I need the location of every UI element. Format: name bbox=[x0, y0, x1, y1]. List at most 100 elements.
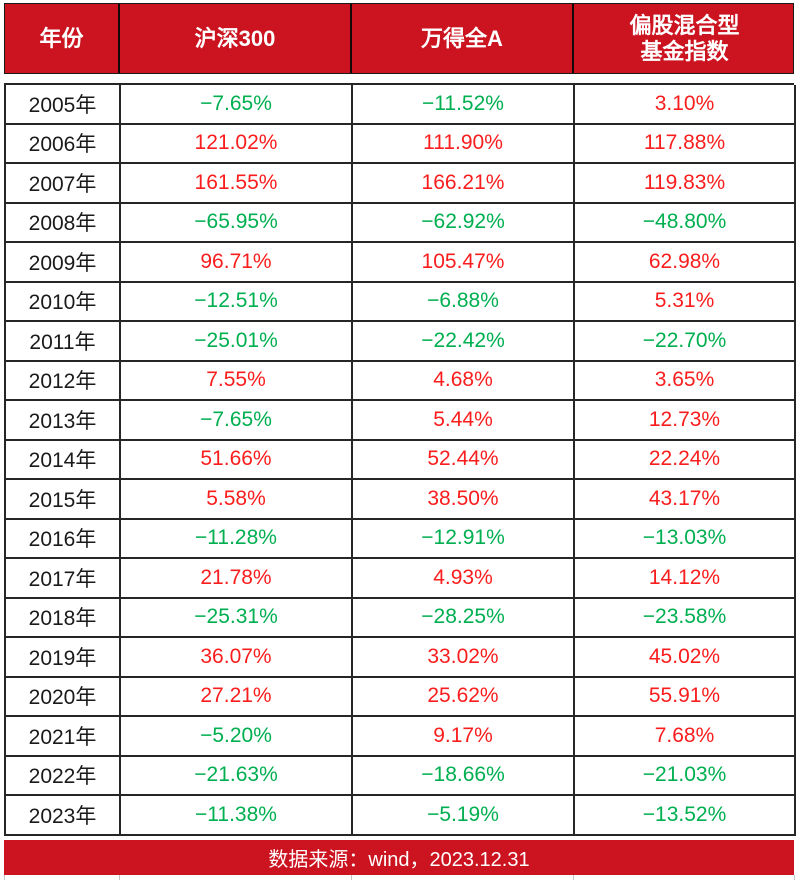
value-cell: 27.21% bbox=[121, 677, 353, 717]
remnant-cell bbox=[352, 874, 574, 880]
header-cell-fund-index: 偏股混合型 基金指数 bbox=[629, 12, 740, 64]
value-cell: 14.12% bbox=[575, 559, 796, 599]
value-cell: −5.20% bbox=[121, 717, 353, 757]
remnant-cell bbox=[120, 874, 352, 880]
value-cell: 166.21% bbox=[353, 164, 575, 204]
value-cell: −65.95% bbox=[121, 203, 353, 243]
table-row: 2008年 −65.95% −62.92% −48.80% bbox=[6, 203, 796, 243]
value-cell: 5.31% bbox=[575, 282, 796, 322]
table-row: 2011年 −25.01% −22.42% −22.70% bbox=[6, 322, 796, 362]
value-cell: −7.65% bbox=[121, 85, 353, 125]
value-cell: 36.07% bbox=[121, 638, 353, 678]
year-cell: 2021年 bbox=[6, 717, 121, 757]
value-cell: 117.88% bbox=[575, 124, 796, 164]
source-text: 数据来源：wind，2023.12.31 bbox=[268, 848, 530, 871]
table-row: 2007年 161.55% 166.21% 119.83% bbox=[6, 164, 796, 204]
value-cell: −11.52% bbox=[353, 85, 575, 125]
value-cell: 9.17% bbox=[353, 717, 575, 757]
table-header: 年份 沪深300 万得全A 偏股混合型 基金指数 bbox=[4, 3, 794, 74]
value-cell: −21.03% bbox=[575, 756, 796, 796]
value-cell: −11.38% bbox=[121, 796, 353, 836]
year-cell: 2007年 bbox=[6, 164, 121, 204]
value-cell: 51.66% bbox=[121, 440, 353, 480]
value-cell: −11.28% bbox=[121, 519, 353, 559]
year-cell: 2023年 bbox=[6, 796, 121, 836]
value-cell: 105.47% bbox=[353, 243, 575, 283]
table-row: 2023年 −11.38% −5.19% −13.52% bbox=[6, 796, 796, 836]
value-cell: −12.91% bbox=[353, 519, 575, 559]
returns-table: 年份 沪深300 万得全A 偏股混合型 基金指数 2005年 −7.65% −11.… bbox=[4, 3, 796, 880]
value-cell: 21.78% bbox=[121, 559, 353, 599]
value-cell: 62.98% bbox=[575, 243, 796, 283]
value-cell: 25.62% bbox=[353, 677, 575, 717]
table-row: 2013年 −7.65% 5.44% 12.73% bbox=[6, 401, 796, 441]
source-footer: 数据来源：wind，2023.12.31 bbox=[4, 839, 794, 875]
table-row: 2017年 21.78% 4.93% 14.12% bbox=[6, 559, 796, 599]
year-cell: 2017年 bbox=[6, 559, 121, 599]
year-cell: 2013年 bbox=[6, 401, 121, 441]
value-cell: −18.66% bbox=[353, 756, 575, 796]
value-cell: −13.52% bbox=[575, 796, 796, 836]
value-cell: −22.42% bbox=[353, 322, 575, 362]
value-cell: 5.44% bbox=[353, 401, 575, 441]
value-cell: −25.01% bbox=[121, 322, 353, 362]
header-cell-hs300: 沪深300 bbox=[120, 4, 352, 73]
year-cell: 2010年 bbox=[6, 282, 121, 322]
value-cell: 4.93% bbox=[353, 559, 575, 599]
table-row: 2021年 −5.20% 9.17% 7.68% bbox=[6, 717, 796, 757]
value-cell: 12.73% bbox=[575, 401, 796, 441]
value-cell: 45.02% bbox=[575, 638, 796, 678]
header-cell-year: 年份 bbox=[5, 4, 120, 73]
value-cell: −22.70% bbox=[575, 322, 796, 362]
value-cell: 22.24% bbox=[575, 440, 796, 480]
year-cell: 2006年 bbox=[6, 124, 121, 164]
remnant-cell bbox=[574, 874, 795, 880]
value-cell: 119.83% bbox=[575, 164, 796, 204]
table-row: 2014年 51.66% 52.44% 22.24% bbox=[6, 440, 796, 480]
value-cell: 55.91% bbox=[575, 677, 796, 717]
value-cell: −28.25% bbox=[353, 598, 575, 638]
year-cell: 2019年 bbox=[6, 638, 121, 678]
value-cell: 7.68% bbox=[575, 717, 796, 757]
table-row: 2019年 36.07% 33.02% 45.02% bbox=[6, 638, 796, 678]
value-cell: −12.51% bbox=[121, 282, 353, 322]
value-cell: −62.92% bbox=[353, 203, 575, 243]
year-cell: 2011年 bbox=[6, 322, 121, 362]
header-cell-wind-all-a: 万得全A bbox=[352, 4, 574, 73]
year-cell: 2022年 bbox=[6, 756, 121, 796]
table-row: 2020年 27.21% 25.62% 55.91% bbox=[6, 677, 796, 717]
year-cell: 2014年 bbox=[6, 440, 121, 480]
value-cell: 7.55% bbox=[121, 361, 353, 401]
value-cell: 3.10% bbox=[575, 85, 796, 125]
value-cell: 111.90% bbox=[353, 124, 575, 164]
value-cell: −7.65% bbox=[121, 401, 353, 441]
year-cell: 2015年 bbox=[6, 480, 121, 520]
year-cell: 2018年 bbox=[6, 598, 121, 638]
year-cell: 2020年 bbox=[6, 677, 121, 717]
value-cell: 5.58% bbox=[121, 480, 353, 520]
year-cell: 2008年 bbox=[6, 203, 121, 243]
year-cell: 2016年 bbox=[6, 519, 121, 559]
table-row: 2009年 96.71% 105.47% 62.98% bbox=[6, 243, 796, 283]
table-row: 2010年 −12.51% −6.88% 5.31% bbox=[6, 282, 796, 322]
bottom-row-remnant bbox=[4, 874, 795, 880]
value-cell: 52.44% bbox=[353, 440, 575, 480]
year-cell: 2009年 bbox=[6, 243, 121, 283]
year-cell: 2005年 bbox=[6, 85, 121, 125]
table-row: 2005年 −7.65% −11.52% 3.10% bbox=[6, 85, 796, 125]
value-cell: −6.88% bbox=[353, 282, 575, 322]
value-cell: 43.17% bbox=[575, 480, 796, 520]
value-cell: 96.71% bbox=[121, 243, 353, 283]
value-cell: −5.19% bbox=[353, 796, 575, 836]
table-body: 2005年 −7.65% −11.52% 3.10% 2006年 121.02% 111.9… bbox=[4, 83, 796, 836]
year-cell: 2012年 bbox=[6, 361, 121, 401]
value-cell: 161.55% bbox=[121, 164, 353, 204]
value-cell: 38.50% bbox=[353, 480, 575, 520]
table-row: 2018年 −25.31% −28.25% −23.58% bbox=[6, 598, 796, 638]
table-row: 2012年 7.55% 4.68% 3.65% bbox=[6, 361, 796, 401]
remnant-cell bbox=[5, 874, 120, 880]
value-cell: −23.58% bbox=[575, 598, 796, 638]
value-cell: 33.02% bbox=[353, 638, 575, 678]
value-cell: 4.68% bbox=[353, 361, 575, 401]
